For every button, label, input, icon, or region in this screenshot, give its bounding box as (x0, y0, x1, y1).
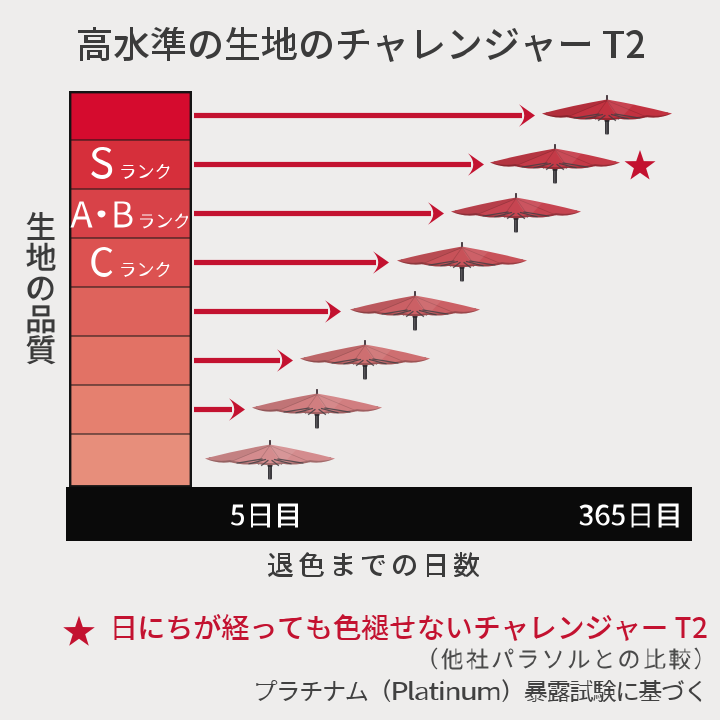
x-tick-5days (231, 503, 298, 528)
fade-arrow-row-4 (194, 251, 389, 274)
quality-segment-8 (71, 434, 190, 486)
rank-label-s (91, 147, 170, 179)
umbrella-icon (252, 389, 382, 429)
fade-arrow-row-3 (194, 202, 444, 225)
best-rank-star-icon (624, 150, 656, 180)
quality-segment-4 (71, 238, 190, 287)
fade-arrow-row-6 (194, 349, 293, 372)
rank-ab-suffix (140, 213, 188, 229)
tagline-star-icon (63, 615, 95, 646)
quality-segment-1 (71, 93, 190, 140)
quality-segment-7 (71, 385, 190, 434)
x-tick-365days (579, 503, 679, 528)
quality-bar (69, 91, 192, 487)
chart-title-glyphs (78, 27, 644, 62)
umbrella-icon (300, 340, 430, 380)
y-axis-char-4 (26, 335, 56, 365)
quality-segment-5 (71, 287, 190, 336)
umbrella-icon (397, 242, 527, 282)
x-axis-bar (66, 487, 692, 541)
rank-c-suffix (121, 262, 170, 277)
y-axis-char-3 (27, 305, 55, 334)
tagline (114, 614, 707, 641)
fade-arrow-row-5 (194, 300, 341, 323)
footer-note-1 (431, 647, 701, 670)
umbrella-icon (205, 440, 335, 480)
y-axis-char-2 (27, 276, 54, 301)
y-axis-label (26, 212, 56, 365)
quality-segment-3 (71, 189, 190, 238)
y-axis-char-0 (26, 212, 55, 240)
quality-segment-6 (71, 336, 190, 385)
rank-ab-big (70, 201, 133, 228)
umbrella-icon (490, 144, 620, 184)
fade-arrow-row-2 (194, 153, 484, 176)
y-axis-char-1 (26, 242, 56, 271)
rank-c-big (91, 247, 113, 277)
fade-arrow-row-1 (194, 104, 535, 127)
fade-arrow-row-7 (194, 398, 245, 421)
rank-s-suffix (121, 164, 170, 179)
rank-label-c (91, 247, 170, 277)
umbrella-row-markers (205, 95, 672, 480)
quality-segment-2 (71, 140, 190, 189)
fade-arrows (194, 104, 535, 421)
footer-note-2 (256, 679, 702, 702)
chart-title (78, 27, 644, 62)
rank-label-ab (70, 201, 188, 229)
umbrella-icon (542, 95, 672, 135)
rank-s-big (91, 147, 113, 179)
umbrella-icon (350, 291, 480, 331)
umbrella-icon (451, 193, 581, 233)
x-axis-label (268, 552, 479, 577)
